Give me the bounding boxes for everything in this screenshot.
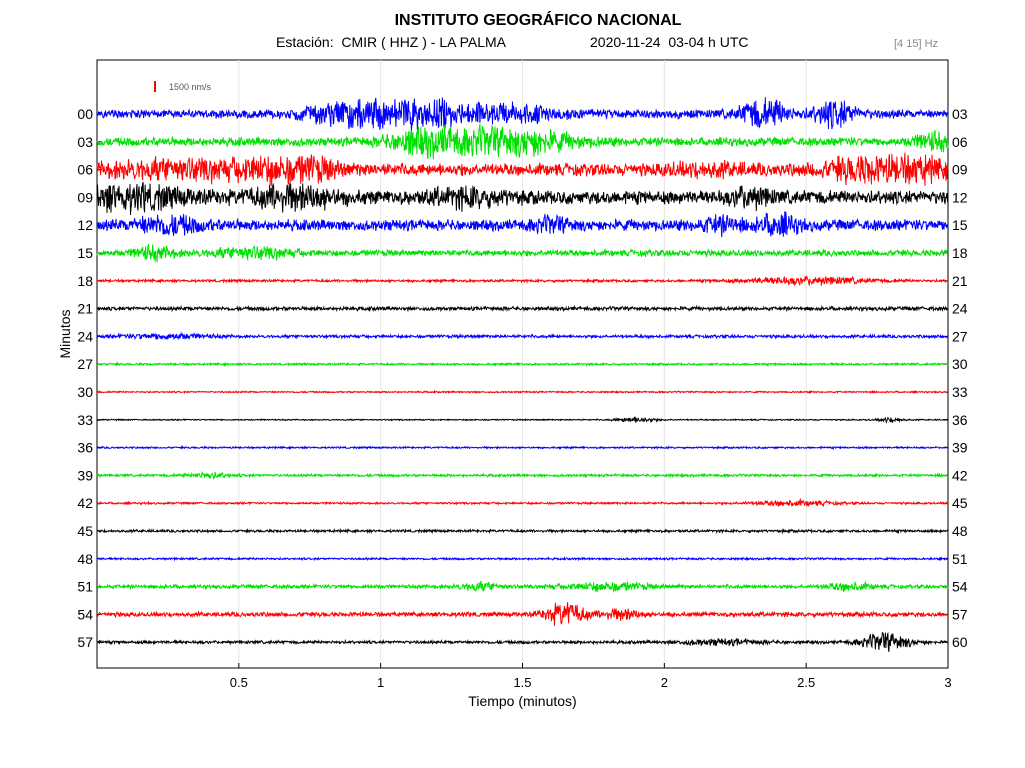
scale-bar-label: 1500 nm/s xyxy=(169,82,212,92)
row-label-left: 42 xyxy=(77,495,93,511)
row-label-right: 06 xyxy=(952,134,968,150)
trace-row-54 xyxy=(96,602,949,626)
x-tick-label: 0.5 xyxy=(230,675,248,690)
row-label-right: 60 xyxy=(952,634,968,650)
trace-row-24 xyxy=(96,331,949,341)
trace-row-36 xyxy=(96,445,949,451)
trace-row-06 xyxy=(96,152,949,187)
row-label-left: 36 xyxy=(77,440,93,456)
row-label-right: 36 xyxy=(952,412,968,428)
trace-row-15 xyxy=(96,243,949,263)
row-label-left: 33 xyxy=(77,412,93,428)
row-label-right: 48 xyxy=(952,523,968,539)
trace-row-03 xyxy=(96,123,949,160)
y-axis-label: Minutos xyxy=(57,309,73,358)
row-label-right: 42 xyxy=(952,467,968,483)
row-label-right: 54 xyxy=(952,579,968,595)
row-label-left: 54 xyxy=(77,606,93,622)
x-axis-label: Tiempo (minutos) xyxy=(468,693,576,709)
row-label-left: 00 xyxy=(77,106,93,122)
row-label-right: 57 xyxy=(952,606,968,622)
row-label-right: 27 xyxy=(952,328,968,344)
row-label-right: 33 xyxy=(952,384,968,400)
row-label-right: 24 xyxy=(952,301,968,317)
row-label-left: 06 xyxy=(77,162,93,178)
row-label-right: 39 xyxy=(952,440,968,456)
trace-row-42 xyxy=(96,497,949,508)
trace-row-00 xyxy=(96,97,949,131)
row-label-left: 39 xyxy=(77,467,93,483)
trace-row-27 xyxy=(96,361,949,367)
trace-row-48 xyxy=(96,555,949,562)
row-label-left: 03 xyxy=(77,134,93,150)
filter-band-label: [4 15] Hz xyxy=(894,38,939,50)
station-label: Estación: CMIR ( HHZ ) - LA PALMA xyxy=(276,34,507,50)
trace-row-45 xyxy=(96,527,949,535)
datetime-label: 2020-11-24 03-04 h UTC xyxy=(590,34,749,50)
row-label-right: 21 xyxy=(952,273,968,289)
row-label-left: 30 xyxy=(77,384,93,400)
row-label-right: 15 xyxy=(952,217,968,233)
row-label-right: 18 xyxy=(952,245,968,261)
row-label-left: 57 xyxy=(77,634,93,650)
x-tick-label: 2 xyxy=(661,675,668,690)
row-label-left: 15 xyxy=(77,245,93,261)
trace-row-18 xyxy=(96,275,949,287)
row-label-right: 09 xyxy=(952,162,968,178)
trace-row-12 xyxy=(96,211,949,238)
row-label-right: 51 xyxy=(952,551,968,567)
trace-row-33 xyxy=(96,416,949,424)
trace-row-21 xyxy=(96,304,949,313)
row-label-right: 30 xyxy=(952,356,968,372)
row-label-left: 24 xyxy=(77,328,93,344)
trace-row-39 xyxy=(96,470,949,480)
row-label-left: 18 xyxy=(77,273,93,289)
row-label-left: 12 xyxy=(77,217,93,233)
trace-row-57 xyxy=(96,631,949,652)
trace-row-51 xyxy=(96,580,949,594)
row-label-left: 48 xyxy=(77,551,93,567)
row-label-left: 09 xyxy=(77,189,93,205)
row-label-right: 45 xyxy=(952,495,968,511)
row-label-left: 51 xyxy=(77,579,93,595)
x-tick-label: 1.5 xyxy=(513,675,531,690)
x-tick-label: 3 xyxy=(944,675,951,690)
chart-title: INSTITUTO GEOGRÁFICO NACIONAL xyxy=(394,12,682,29)
row-label-left: 21 xyxy=(77,301,93,317)
row-label-left: 27 xyxy=(77,356,93,372)
x-tick-label: 2.5 xyxy=(797,675,815,690)
x-tick-label: 1 xyxy=(377,675,384,690)
trace-row-30 xyxy=(96,389,949,394)
row-label-right: 12 xyxy=(952,189,968,205)
trace-row-09 xyxy=(96,181,949,216)
row-label-right: 03 xyxy=(952,106,968,122)
row-label-left: 45 xyxy=(77,523,93,539)
